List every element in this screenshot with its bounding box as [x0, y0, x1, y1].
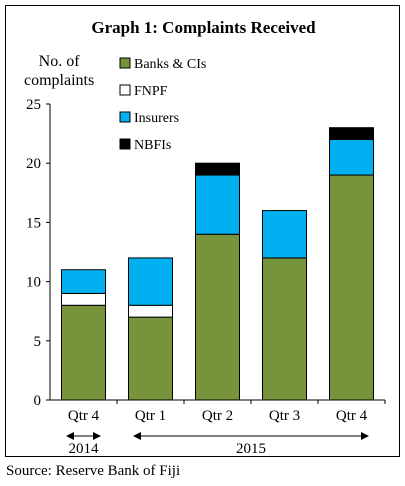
year-arrow-head-left — [66, 432, 74, 440]
x-tick-label: Qtr 4 — [68, 408, 100, 424]
chart-frame: Graph 1: Complaints Received No. of comp… — [5, 5, 400, 457]
bar-segment — [262, 257, 307, 401]
year-label: 2014 — [69, 441, 100, 457]
y-axis-label: No. of complaints — [24, 52, 94, 90]
year-arrow-head-right — [361, 432, 369, 440]
legend-swatch — [119, 57, 131, 69]
legend-swatch — [119, 84, 131, 96]
y-tick-label: 25 — [26, 97, 41, 113]
legend-swatch — [119, 111, 131, 123]
y-axis-label-line-2: complaints — [24, 72, 95, 89]
bar-segment — [128, 304, 173, 318]
bar-segment — [128, 257, 173, 306]
y-tick-label: 10 — [26, 275, 41, 291]
legend-label: Insurers — [134, 111, 179, 126]
y-tick-label: 5 — [34, 334, 42, 350]
y-axis-label-line-1: No. of — [38, 53, 80, 70]
bar-segment — [61, 292, 106, 306]
legend-label: FNPF — [134, 84, 168, 99]
source-note: Source: Reserve Bank of Fiji — [6, 463, 181, 479]
y-tick-label: 20 — [26, 156, 41, 172]
year-label: 2015 — [236, 441, 266, 457]
legend-swatch — [119, 138, 131, 150]
x-tick-label: Qtr 2 — [202, 408, 233, 424]
bar-segment — [195, 174, 240, 235]
bar-segment — [195, 162, 240, 176]
y-tick-label: 15 — [26, 215, 41, 231]
chart-title: Graph 1: Complaints Received — [91, 18, 316, 37]
bar-segment — [128, 316, 173, 401]
bar-segment — [195, 233, 240, 401]
x-tick-label: Qtr 3 — [269, 408, 300, 424]
year-arrow-head-right — [93, 432, 101, 440]
bar-segment — [329, 174, 374, 401]
legend-label: Banks & CIs — [134, 57, 206, 72]
bar-segment — [61, 269, 106, 294]
bar-segment — [329, 127, 374, 141]
year-arrow-head-left — [133, 432, 141, 440]
x-tick-label: Qtr 4 — [336, 408, 368, 424]
y-tick-label: 0 — [34, 393, 42, 409]
legend-label: NBFIs — [134, 138, 171, 153]
x-tick-label: Qtr 1 — [135, 408, 166, 424]
bar-segment — [61, 304, 106, 401]
bar-segment — [329, 139, 374, 176]
bar-segment — [262, 210, 307, 259]
